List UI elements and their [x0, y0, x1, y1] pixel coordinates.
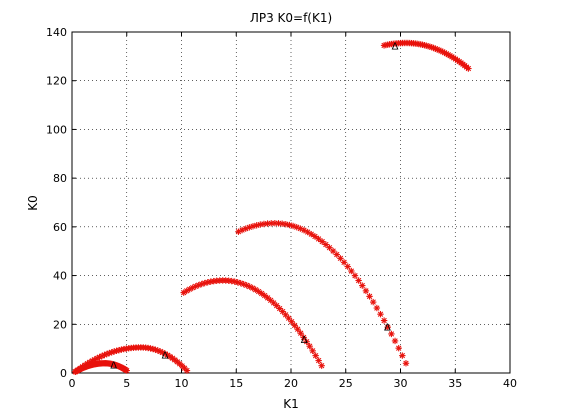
- series-3-point: [282, 311, 289, 318]
- series-3-point: [300, 334, 307, 341]
- series-3-point: [318, 362, 325, 369]
- series-3-point: [198, 280, 205, 288]
- series-3-point: [309, 347, 316, 355]
- series-4-point: [369, 298, 377, 306]
- x-axis-label: K1: [283, 397, 299, 411]
- annotation-marker: Δ: [301, 335, 308, 346]
- data-marks: [72, 39, 472, 375]
- series-4-point: [359, 282, 366, 289]
- series-1-point: [123, 367, 130, 374]
- series-3-point: [303, 338, 310, 345]
- x-tick-label: 15: [229, 377, 243, 390]
- series-4-point: [344, 263, 351, 270]
- x-tick-label: 30: [394, 377, 408, 390]
- y-tick-label: 0: [60, 367, 67, 380]
- series-4-point: [384, 323, 391, 331]
- x-tick-label: 25: [339, 377, 353, 390]
- x-tick-label: 20: [284, 377, 298, 390]
- series-4-point: [377, 310, 384, 318]
- y-tick-label: 120: [46, 75, 67, 88]
- chart-title: ЛР3 K0=f(K1): [250, 11, 332, 25]
- series-3-point: [312, 352, 319, 359]
- y-tick-label: 140: [46, 26, 67, 39]
- annotation-marker: Δ: [392, 41, 399, 52]
- series-4-point: [373, 304, 381, 312]
- series-4-point: [351, 272, 359, 279]
- y-tick-label: 80: [53, 172, 67, 185]
- y-tick-label: 40: [53, 270, 67, 283]
- y-tick-label: 20: [53, 318, 67, 331]
- x-tick-label: 10: [175, 377, 189, 390]
- series-3-point: [294, 326, 301, 333]
- series-4-point: [388, 330, 395, 338]
- series-4-point: [311, 233, 319, 240]
- series-4-point: [399, 352, 406, 359]
- series-3-point: [315, 357, 322, 364]
- x-tick-label: 5: [123, 377, 130, 390]
- series-3-point: [306, 342, 313, 350]
- series-4-point: [355, 277, 362, 284]
- series-3-point: [291, 322, 298, 329]
- series-2-point: [183, 367, 191, 374]
- annotation-marker: Δ: [162, 351, 169, 362]
- series-4-point: [391, 337, 399, 345]
- y-axis-label: K0: [26, 195, 40, 211]
- series-4-point: [362, 287, 370, 295]
- axis-ticks: 0 5 10 15 20 25 30 35 40 0 20 40 60 80 100 120 140: [46, 26, 517, 390]
- x-tick-label: 35: [448, 377, 462, 390]
- x-tick-label: 0: [69, 377, 76, 390]
- series-5-point: [465, 65, 472, 72]
- annotations: Δ Δ Δ Δ Δ: [110, 41, 398, 371]
- series-4-point: [402, 360, 410, 367]
- y-tick-label: 60: [53, 221, 67, 234]
- series-4-point: [340, 259, 348, 266]
- x-tick-label: 40: [503, 377, 517, 390]
- series-4-point: [319, 238, 326, 245]
- annotation-marker: Δ: [384, 323, 391, 334]
- series-2-point: [93, 355, 101, 362]
- annotation-marker: Δ: [110, 360, 117, 371]
- series-4-point: [315, 235, 322, 243]
- series-4-point: [366, 293, 373, 300]
- series-4-point: [257, 221, 264, 228]
- series-4-point: [380, 317, 388, 324]
- series-4-point: [395, 344, 402, 352]
- series-4-point: [348, 267, 355, 275]
- y-tick-label: 100: [46, 123, 67, 136]
- series-4-point: [322, 241, 330, 248]
- series-3-point: [297, 330, 304, 337]
- series-4-point: [337, 255, 344, 262]
